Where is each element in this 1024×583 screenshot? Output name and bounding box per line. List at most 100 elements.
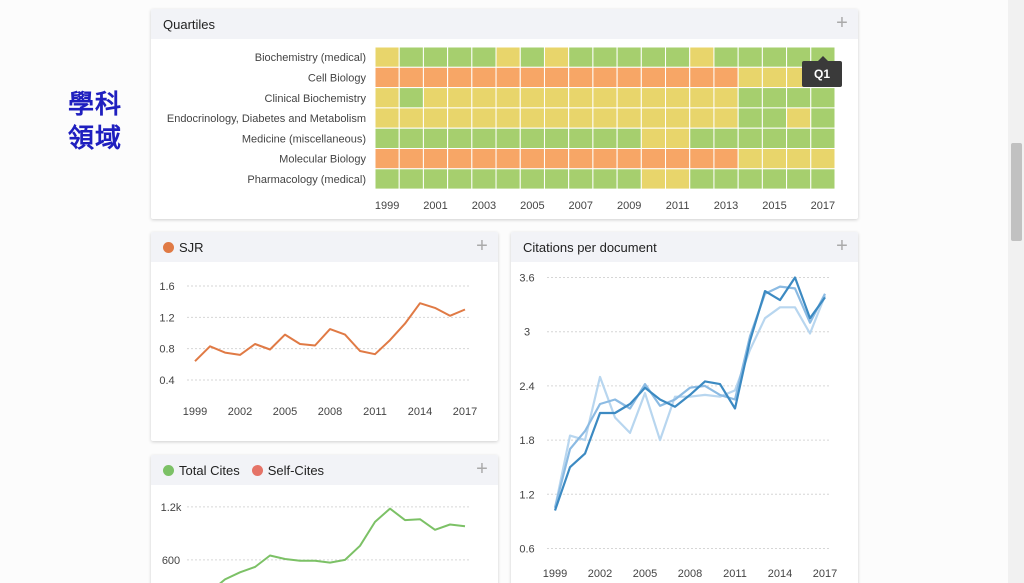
quartile-cell — [640, 46, 667, 68]
total-cites-legend-item[interactable]: Total Cites — [163, 463, 240, 478]
quartile-cell — [374, 148, 400, 170]
quartile-row-label: Cell Biology — [308, 72, 367, 84]
quartile-cell — [810, 127, 836, 149]
quartile-cell — [665, 87, 691, 109]
quartile-row-label: Clinical Biochemistry — [265, 93, 367, 105]
sjr-legend-item[interactable]: SJR — [163, 240, 204, 255]
quartile-cell — [422, 127, 449, 149]
quartile-cell — [689, 127, 715, 149]
quartile-cell — [568, 127, 594, 149]
quartile-cell — [471, 148, 497, 170]
quartiles-card: Quartiles + Biochemistry (medical) Cell B… — [151, 9, 858, 219]
quartile-cell — [761, 127, 788, 149]
quartile-cell — [761, 148, 788, 170]
quartile-cell — [374, 168, 400, 190]
quartile-cell — [374, 46, 400, 68]
quartile-cell — [640, 127, 667, 149]
quartile-cell — [543, 107, 570, 129]
quartile-x-tick: 2013 — [714, 200, 738, 212]
x-tick-label: 2002 — [228, 406, 252, 418]
sjr-card: SJR + 0.4 0.8 1.2 1.6 1999 2002 2005 2008 2011 20… — [151, 232, 498, 441]
quartile-cell — [374, 107, 400, 129]
quartile-cell — [665, 66, 691, 89]
quartiles-header: Quartiles + — [151, 9, 858, 39]
quartile-cell — [543, 46, 570, 68]
quartile-cell — [713, 168, 739, 190]
quartile-row-label: Molecular Biology — [279, 154, 366, 166]
sjr-chart: 0.4 0.8 1.2 1.6 1999 2002 2005 2008 2011 2014 2017 — [159, 281, 477, 418]
quartile-cell — [713, 127, 739, 149]
quartile-cell — [737, 127, 763, 149]
quartile-cell — [713, 87, 739, 109]
expand-plus-icon[interactable]: + — [836, 235, 848, 257]
quartile-cell — [592, 168, 618, 190]
x-tick-label: 2014 — [408, 406, 432, 418]
quartile-cell — [810, 168, 836, 190]
quartile-cell — [374, 127, 400, 149]
subject-area-label: 學科 領域 — [68, 88, 132, 156]
quartile-cell — [786, 127, 812, 149]
quartile-cell — [592, 46, 618, 68]
quartile-x-tick: 2005 — [520, 200, 544, 212]
quartile-cell — [689, 87, 715, 109]
cpd-chart: 0.6 1.2 1.8 2.4 3 3.6 1999 2002 2005 2008 2011 2014… — [519, 273, 837, 580]
quartile-cell — [422, 87, 449, 109]
quartile-cell — [471, 168, 497, 190]
y-tick-label: 3.6 — [519, 273, 534, 285]
self-cites-legend-item[interactable]: Self-Cites — [251, 463, 324, 478]
y-tick-label: 2.4 — [519, 381, 534, 393]
expand-plus-icon[interactable]: + — [836, 12, 848, 34]
quartile-cell — [689, 66, 715, 89]
quartile-cell — [495, 46, 521, 68]
quartile-cell — [689, 107, 715, 129]
expand-plus-icon[interactable]: + — [476, 235, 488, 257]
quartile-cell — [422, 148, 449, 170]
quartile-cell — [640, 87, 667, 109]
quartile-cell — [398, 107, 424, 129]
quartile-cell — [810, 148, 836, 170]
quartile-cell — [471, 46, 497, 68]
scrollbar-thumb[interactable] — [1011, 143, 1022, 241]
x-tick-label: 2002 — [588, 568, 612, 580]
quartile-cell — [592, 87, 618, 109]
quartile-tooltip-text: Q1 — [813, 67, 830, 81]
quartile-cell — [592, 127, 618, 149]
quartile-cell — [616, 107, 642, 129]
quartile-cell — [665, 107, 691, 129]
quartile-cell — [568, 66, 594, 89]
quartile-cell — [447, 168, 473, 190]
quartile-cell — [447, 148, 473, 170]
cites-header: Total Cites Self-Cites + — [151, 455, 498, 485]
quartile-cell — [471, 66, 497, 89]
quartile-cell — [786, 168, 812, 190]
y-tick-label: 1.2 — [159, 312, 174, 324]
y-tick-label: 0.4 — [159, 375, 174, 387]
quartile-cell — [398, 148, 424, 170]
quartile-cell — [689, 148, 715, 170]
expand-plus-icon[interactable]: + — [476, 458, 488, 480]
x-tick-label: 2005 — [273, 406, 297, 418]
quartile-cell — [447, 46, 473, 68]
quartile-cell — [737, 46, 763, 68]
quartile-x-tick: 2001 — [423, 200, 447, 212]
x-tick-label: 1999 — [183, 406, 207, 418]
quartile-cell — [568, 87, 594, 109]
y-tick-label: 1.6 — [159, 281, 174, 293]
y-tick-label: 0.8 — [159, 344, 174, 356]
series-line — [219, 507, 466, 583]
quartile-cell — [786, 107, 812, 129]
quartile-cell — [398, 46, 424, 68]
quartile-cell — [543, 87, 570, 109]
cpd-header: Citations per document + — [511, 232, 858, 262]
quartile-cell — [495, 66, 521, 89]
quartile-x-tick: 2011 — [666, 200, 690, 212]
y-tick-label: 600 — [162, 555, 180, 567]
quartile-cell — [447, 87, 473, 109]
quartile-cell — [568, 148, 594, 170]
quartile-cell — [640, 66, 667, 89]
quartile-cell — [495, 127, 521, 149]
quartile-cell — [471, 87, 497, 109]
quartile-cell — [616, 127, 642, 149]
vertical-scrollbar[interactable] — [1008, 0, 1024, 583]
quartile-cell — [592, 107, 618, 129]
